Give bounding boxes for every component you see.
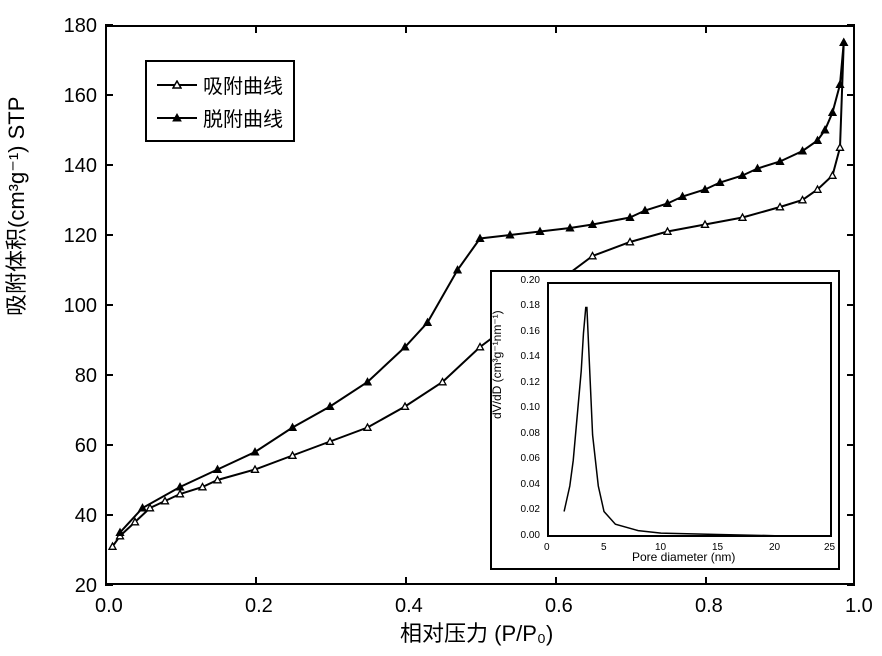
inset-ytick-label: 0.08 [521, 428, 540, 439]
inset-xtick-label: 5 [601, 542, 607, 553]
inset-xtick-label: 20 [769, 542, 780, 553]
legend-item-adsorption: 吸附曲线 [157, 68, 283, 101]
inset-y-label: dV/dD (cm³g⁻¹nm⁻¹) [490, 310, 504, 419]
legend-line-icon [157, 84, 197, 86]
inset-chart: dV/dD (cm³g⁻¹nm⁻¹) Pore diameter (nm) 0.… [490, 270, 840, 570]
inset-xtick-label: 0 [544, 542, 550, 553]
inset-ytick-label: 0.14 [521, 351, 540, 362]
x-tick-label: 0.2 [245, 595, 273, 618]
inset-ytick-label: 0.18 [521, 300, 540, 311]
inset-ytick-label: 0.04 [521, 479, 540, 490]
x-tick-label: 0.4 [395, 595, 423, 618]
x-tick-label: 1.0 [845, 595, 873, 618]
y-tick-label: 20 [75, 575, 97, 598]
x-axis-label: 相对压力 (P/P₀) [400, 616, 553, 648]
y-tick-label: 60 [75, 435, 97, 458]
legend-line-icon [157, 117, 197, 119]
inset-ytick-label: 0.00 [521, 530, 540, 541]
legend-item-desorption: 脱附曲线 [157, 101, 283, 134]
inset-ytick-label: 0.20 [521, 275, 540, 286]
y-tick-label: 80 [75, 365, 97, 388]
y-tick-label: 120 [64, 225, 97, 248]
inset-ytick-label: 0.10 [521, 402, 540, 413]
inset-ytick-label: 0.12 [521, 377, 540, 388]
y-tick-label: 140 [64, 155, 97, 178]
chart-container: 吸附体积(cm³g⁻¹) STP 相对压力 (P/P₀) 20 40 60 80… [0, 0, 882, 656]
x-tick-label: 0.6 [545, 595, 573, 618]
x-tick-label: 0.0 [95, 595, 123, 618]
legend: 吸附曲线 脱附曲线 [145, 60, 295, 142]
x-tick-label: 0.8 [695, 595, 723, 618]
inset-xtick-label: 10 [655, 542, 666, 553]
y-tick-label: 40 [75, 505, 97, 528]
legend-label: 吸附曲线 [203, 70, 283, 99]
y-tick-label: 160 [64, 85, 97, 108]
inset-xtick-label: 15 [712, 542, 723, 553]
inset-chart-svg [547, 282, 832, 537]
legend-label: 脱附曲线 [203, 103, 283, 132]
inset-ytick-label: 0.06 [521, 453, 540, 464]
y-axis-label: 吸附体积(cm³g⁻¹) STP [0, 97, 31, 316]
inset-ytick-label: 0.02 [521, 504, 540, 515]
inset-xtick-label: 25 [824, 542, 835, 553]
inset-ytick-label: 0.16 [521, 326, 540, 337]
y-tick-label: 100 [64, 295, 97, 318]
y-tick-label: 180 [64, 15, 97, 38]
